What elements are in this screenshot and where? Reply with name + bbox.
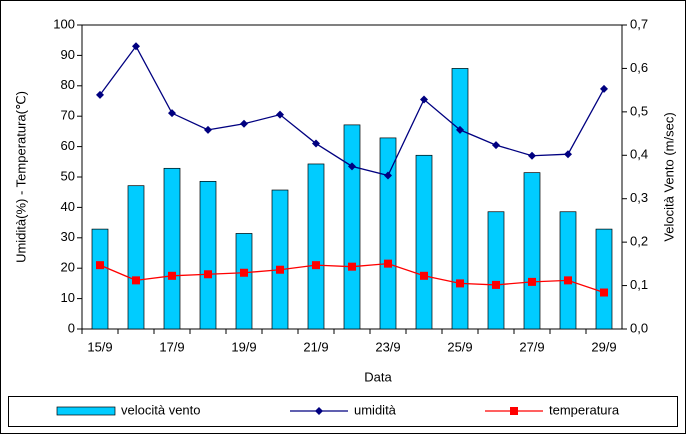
x-tick-label: 17/9 bbox=[159, 339, 184, 354]
bar bbox=[199, 180, 217, 330]
bar bbox=[163, 167, 181, 330]
point bbox=[348, 262, 356, 271]
point bbox=[240, 268, 248, 277]
y2-tick-label: 0,2 bbox=[630, 234, 648, 249]
point bbox=[276, 265, 284, 274]
x-tick-label: 21/9 bbox=[303, 339, 328, 354]
point bbox=[528, 277, 536, 286]
y2-tick-label: 0,5 bbox=[630, 103, 648, 118]
point bbox=[384, 171, 392, 180]
point bbox=[276, 110, 284, 119]
x-axis-label: Data bbox=[364, 369, 392, 384]
x-tick-label: 23/9 bbox=[375, 339, 400, 354]
point bbox=[528, 151, 536, 160]
point bbox=[96, 261, 104, 270]
legend-label: temperatura bbox=[549, 402, 620, 417]
bar bbox=[379, 137, 397, 330]
legend-swatch bbox=[56, 406, 116, 416]
point bbox=[384, 259, 392, 268]
bar bbox=[127, 185, 145, 330]
legend-marker bbox=[510, 407, 518, 415]
y2-tick-label: 0,3 bbox=[630, 190, 648, 205]
y-tick-label: 50 bbox=[61, 168, 75, 183]
y2-tick-label: 0,4 bbox=[630, 147, 648, 162]
point bbox=[168, 109, 176, 118]
bar bbox=[595, 228, 613, 330]
point bbox=[420, 271, 428, 280]
bar bbox=[343, 124, 361, 330]
point bbox=[600, 84, 608, 93]
legend-label: velocità vento bbox=[121, 402, 201, 417]
y2-tick-label: 0,0 bbox=[630, 320, 648, 335]
point bbox=[312, 261, 320, 270]
bar bbox=[451, 68, 469, 330]
x-tick-label: 25/9 bbox=[447, 339, 472, 354]
bar bbox=[307, 163, 325, 330]
point bbox=[96, 90, 104, 99]
y-tick-label: 80 bbox=[61, 77, 75, 92]
point bbox=[564, 150, 572, 159]
bar bbox=[235, 233, 253, 330]
y-tick-label: 0 bbox=[68, 320, 75, 335]
bar bbox=[559, 211, 577, 330]
y2-axis-label: Velocità Vento (m/sec) bbox=[661, 112, 676, 241]
point bbox=[204, 125, 212, 134]
point bbox=[132, 42, 140, 51]
point bbox=[168, 271, 176, 280]
point bbox=[312, 139, 320, 148]
legend-label: umidità bbox=[354, 402, 397, 417]
x-tick-label: 27/9 bbox=[519, 339, 544, 354]
y-tick-label: 70 bbox=[61, 108, 75, 123]
point bbox=[240, 119, 248, 128]
point bbox=[456, 125, 464, 134]
legend-marker bbox=[315, 407, 323, 415]
y-tick-label: 30 bbox=[61, 229, 75, 244]
y2-tick-label: 0,6 bbox=[630, 60, 648, 75]
y2-tick-label: 0,7 bbox=[630, 16, 648, 31]
point bbox=[420, 95, 428, 104]
x-tick-label: 19/9 bbox=[231, 339, 256, 354]
y2-tick-label: 0,1 bbox=[630, 277, 648, 292]
x-tick-label: 29/9 bbox=[591, 339, 616, 354]
point bbox=[564, 276, 572, 285]
y-tick-label: 60 bbox=[61, 138, 75, 153]
y-tick-label: 20 bbox=[61, 260, 75, 275]
point bbox=[204, 270, 212, 279]
y-tick-label: 40 bbox=[61, 199, 75, 214]
y-tick-label: 90 bbox=[61, 47, 75, 62]
y-tick-label: 100 bbox=[53, 16, 75, 31]
point bbox=[492, 141, 500, 150]
bar bbox=[415, 154, 433, 330]
bar bbox=[91, 228, 109, 330]
y-axis-label: Umidità(%) - Temperatura(℃) bbox=[13, 91, 28, 263]
point bbox=[492, 280, 500, 289]
point bbox=[456, 279, 464, 288]
point bbox=[600, 288, 608, 297]
bar bbox=[271, 189, 289, 330]
y-tick-label: 10 bbox=[61, 290, 75, 305]
x-tick-label: 15/9 bbox=[87, 339, 112, 354]
bar bbox=[487, 211, 505, 330]
bar bbox=[523, 172, 541, 330]
point bbox=[348, 162, 356, 171]
point bbox=[132, 276, 140, 285]
